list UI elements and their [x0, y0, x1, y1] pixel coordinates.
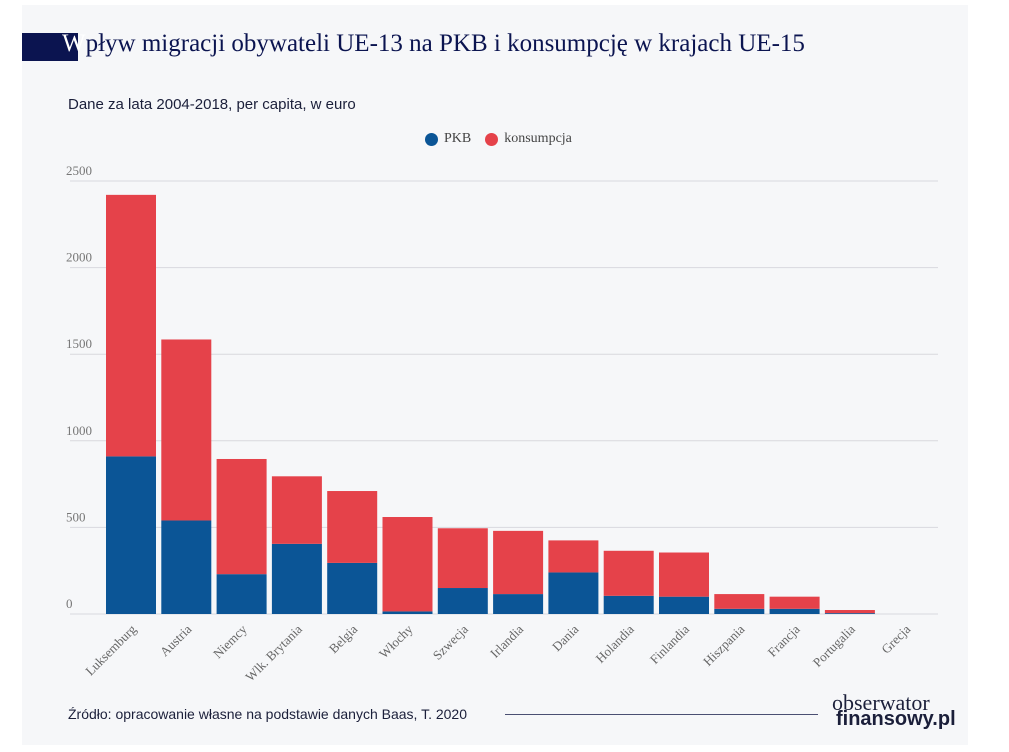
- x-tick-label: Szwecja: [430, 621, 471, 662]
- bar-pkb: [493, 594, 544, 614]
- bar-pkb: [437, 588, 488, 614]
- logo-line2: finansowy.pl: [836, 708, 956, 730]
- logo-line1: obserwator: [832, 690, 930, 715]
- source-note: Źródło: opracowanie własne na podstawie …: [68, 706, 467, 722]
- title-first-letter: W: [62, 30, 86, 57]
- x-tick-label: Francja: [765, 621, 803, 659]
- bar-konsumpcja: [382, 517, 433, 612]
- x-tick-label: Austria: [157, 621, 195, 659]
- legend-label-konsumpcja: konsumpcja: [504, 131, 572, 146]
- bar-konsumpcja: [327, 491, 378, 563]
- y-tick-label: 2000: [66, 250, 92, 265]
- bar-konsumpcja: [271, 476, 322, 544]
- x-tick-label: Dania: [549, 621, 582, 654]
- x-tick-label: Portugalia: [810, 621, 859, 670]
- bar-pkb: [161, 520, 212, 614]
- x-tick-label: Holandia: [593, 621, 637, 665]
- x-tick-label: Niemcy: [210, 621, 250, 661]
- x-tick-label: Wlk. Brytania: [242, 621, 305, 684]
- bar-konsumpcja: [437, 528, 488, 589]
- bar-pkb: [106, 456, 156, 614]
- legend: PKB konsumpcja: [425, 131, 572, 147]
- bar-konsumpcja: [161, 339, 212, 521]
- x-tick-label: Irlandia: [487, 621, 526, 660]
- bar-pkb: [327, 562, 378, 614]
- x-tick-label: Belgia: [326, 621, 361, 656]
- legend-label-pkb: PKB: [444, 131, 472, 146]
- y-tick-label: 1500: [66, 336, 92, 351]
- bar-pkb: [769, 608, 820, 614]
- bar-konsumpcja: [603, 550, 654, 596]
- chart-subtitle: Dane za lata 2004-2018, per capita, w eu…: [68, 96, 356, 113]
- title-text: pływ migracji obywateli UE-13 na PKB i k…: [85, 30, 805, 57]
- bar-konsumpcja: [714, 594, 765, 609]
- legend-marker-pkb: [425, 132, 438, 146]
- bar-pkb: [603, 595, 654, 614]
- bar-konsumpcja: [493, 530, 544, 595]
- x-tick-label: Grecja: [878, 621, 913, 656]
- bar-pkb: [659, 596, 709, 614]
- legend-marker-konsumpcja: [485, 132, 499, 146]
- bar-pkb: [824, 613, 875, 614]
- bar-konsumpcja: [548, 540, 599, 573]
- bar-pkb: [216, 574, 267, 614]
- bar-konsumpcja: [106, 194, 156, 457]
- title-accent: [22, 33, 78, 61]
- bar-pkb: [548, 572, 599, 614]
- y-tick-label: 0: [66, 596, 73, 611]
- chart-title: Wpływ migracji obywateli UE-13 na PKB i …: [62, 30, 805, 58]
- bar-konsumpcja: [824, 610, 875, 614]
- bar-pkb: [271, 543, 322, 614]
- y-tick-label: 1000: [66, 423, 92, 438]
- y-tick-label: 500: [66, 509, 86, 524]
- x-tick-label: Luksemburg: [82, 621, 139, 678]
- y-tick-label: 2500: [66, 163, 92, 178]
- x-tick-label: Finlandia: [647, 621, 692, 666]
- bar-pkb: [714, 608, 765, 614]
- logo: obserwator finansowy.pl: [832, 690, 956, 730]
- x-tick-label: Hiszpania: [700, 621, 748, 669]
- divider: [505, 714, 818, 715]
- bar-pkb: [382, 611, 433, 614]
- bar-konsumpcja: [769, 596, 820, 609]
- bar-konsumpcja: [659, 552, 709, 597]
- bar-konsumpcja: [216, 458, 267, 575]
- x-tick-label: Włochy: [376, 621, 416, 661]
